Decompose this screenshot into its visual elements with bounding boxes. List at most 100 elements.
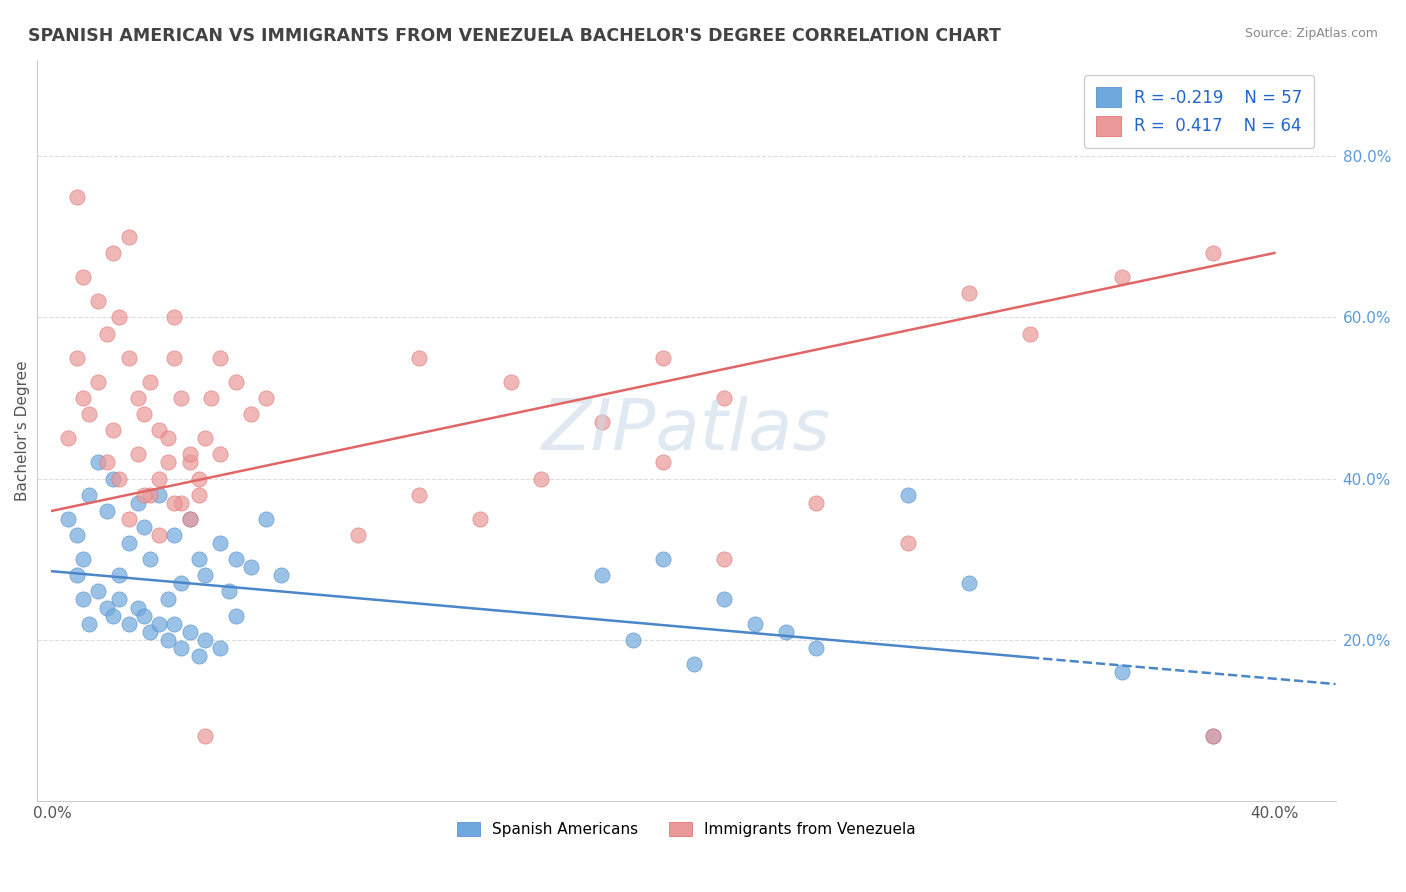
Point <box>179 447 201 461</box>
Point <box>117 536 139 550</box>
Point <box>1202 730 1225 744</box>
Point <box>77 616 100 631</box>
Point <box>897 536 920 550</box>
Point <box>209 536 232 550</box>
Point <box>1111 665 1133 679</box>
Point <box>66 568 89 582</box>
Point <box>103 246 125 260</box>
Point <box>127 600 149 615</box>
Point <box>194 730 217 744</box>
Point <box>87 455 110 469</box>
Point <box>157 431 180 445</box>
Point <box>652 351 675 365</box>
Point <box>87 584 110 599</box>
Point <box>96 455 118 469</box>
Point <box>1019 326 1042 341</box>
Text: SPANISH AMERICAN VS IMMIGRANTS FROM VENEZUELA BACHELOR'S DEGREE CORRELATION CHAR: SPANISH AMERICAN VS IMMIGRANTS FROM VENE… <box>28 27 1001 45</box>
Point <box>194 632 217 647</box>
Point <box>239 560 262 574</box>
Point <box>77 407 100 421</box>
Point <box>148 488 170 502</box>
Point <box>683 657 706 671</box>
Point <box>169 640 191 655</box>
Point <box>117 230 139 244</box>
Point <box>179 624 201 639</box>
Point <box>179 512 201 526</box>
Point <box>132 520 155 534</box>
Point <box>132 608 155 623</box>
Point <box>621 632 644 647</box>
Point <box>775 624 797 639</box>
Point <box>468 512 491 526</box>
Point <box>117 512 139 526</box>
Point <box>408 488 430 502</box>
Point <box>127 447 149 461</box>
Point <box>96 504 118 518</box>
Point <box>1202 246 1225 260</box>
Point <box>239 407 262 421</box>
Point <box>591 415 613 429</box>
Point <box>108 592 131 607</box>
Point <box>139 488 162 502</box>
Point <box>194 568 217 582</box>
Point <box>591 568 613 582</box>
Point <box>66 528 89 542</box>
Point <box>225 608 247 623</box>
Point <box>187 488 209 502</box>
Point <box>66 189 89 203</box>
Point <box>148 616 170 631</box>
Point <box>254 512 277 526</box>
Point <box>148 528 170 542</box>
Point <box>56 512 79 526</box>
Point <box>87 294 110 309</box>
Point <box>169 576 191 591</box>
Point <box>187 648 209 663</box>
Point <box>169 496 191 510</box>
Point <box>179 512 201 526</box>
Y-axis label: Bachelor's Degree: Bachelor's Degree <box>15 360 30 500</box>
Point <box>957 576 980 591</box>
Point <box>530 472 553 486</box>
Point <box>346 528 368 542</box>
Point <box>744 616 766 631</box>
Point <box>56 431 79 445</box>
Point <box>209 640 232 655</box>
Point <box>408 351 430 365</box>
Point <box>117 351 139 365</box>
Point <box>163 310 186 325</box>
Point <box>127 496 149 510</box>
Point <box>157 455 180 469</box>
Point <box>139 375 162 389</box>
Point <box>96 600 118 615</box>
Point <box>148 472 170 486</box>
Point <box>139 552 162 566</box>
Point <box>108 472 131 486</box>
Point <box>163 351 186 365</box>
Point <box>66 351 89 365</box>
Point <box>127 391 149 405</box>
Point <box>1111 270 1133 285</box>
Text: Source: ZipAtlas.com: Source: ZipAtlas.com <box>1244 27 1378 40</box>
Point <box>200 391 222 405</box>
Point <box>72 270 94 285</box>
Point <box>77 488 100 502</box>
Legend: Spanish Americans, Immigrants from Venezuela: Spanish Americans, Immigrants from Venez… <box>450 814 924 845</box>
Point <box>652 552 675 566</box>
Point <box>108 568 131 582</box>
Point <box>652 455 675 469</box>
Point <box>225 375 247 389</box>
Point <box>804 640 827 655</box>
Point <box>103 423 125 437</box>
Point <box>499 375 522 389</box>
Point <box>254 391 277 405</box>
Point <box>96 326 118 341</box>
Point <box>187 472 209 486</box>
Point <box>179 455 201 469</box>
Point <box>87 375 110 389</box>
Point <box>169 391 191 405</box>
Point <box>957 286 980 301</box>
Point <box>218 584 240 599</box>
Point <box>1202 730 1225 744</box>
Point <box>103 472 125 486</box>
Point <box>270 568 292 582</box>
